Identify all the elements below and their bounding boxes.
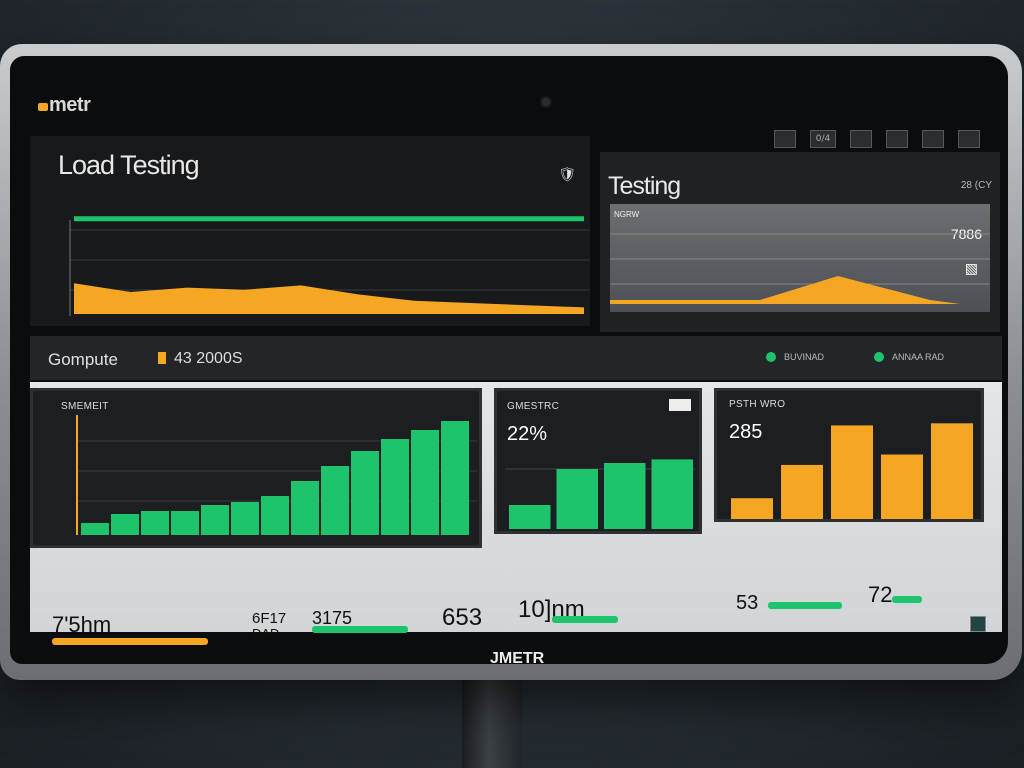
status-dot-icon [874, 352, 884, 362]
compute-bar: Gompute 43 2000S BUVINAD ANNAA RAD [30, 336, 1002, 380]
brand-logo: metr [38, 94, 91, 117]
toolbar-button-1[interactable] [774, 130, 796, 148]
card-right-chart [731, 423, 973, 519]
status-2-text: ANNAA RAD [892, 352, 945, 362]
status-1-text: BUVINAD [784, 352, 825, 362]
card-left: SMEMEIT [30, 388, 482, 548]
card-middle-title: GMESTRC [507, 401, 560, 412]
stat-5-bar [552, 616, 618, 623]
stat-7-bar [768, 602, 842, 609]
bar [441, 421, 469, 535]
bar [931, 423, 973, 519]
bar [351, 451, 379, 535]
card-right-title: PSTH WRO [729, 399, 786, 410]
stat-8-bar [892, 596, 922, 603]
bar [321, 466, 349, 535]
card-middle-value: 22% [507, 423, 548, 445]
bar [291, 481, 319, 535]
footer-brand: JMETR [490, 650, 545, 664]
bar [171, 511, 199, 535]
testing-area [610, 276, 960, 304]
card-middle: GMESTRC 22% [494, 388, 702, 534]
testing-corner-label: NGRW [614, 210, 640, 219]
shield-icon: 🛡 [558, 166, 576, 182]
card-middle-chart [505, 459, 695, 529]
compute-value-text: 43 2000S [174, 350, 243, 367]
stat-2-sub: DAD [252, 626, 280, 641]
bar [651, 459, 693, 529]
monitor: metr 0/4 Load Testing 🛡 Testing 28 (CY N… [0, 44, 1022, 680]
toolbar-button-4[interactable] [886, 130, 908, 148]
card-middle-badge[interactable] [669, 399, 691, 411]
bar [411, 430, 439, 535]
load-testing-panel: Load Testing 🛡 [30, 136, 590, 326]
testing-panel: Testing 28 (CY NGRW 7886 ▧ [600, 152, 1000, 332]
toolbar: 0/4 [774, 130, 980, 148]
toolbar-button-6[interactable] [958, 130, 980, 148]
status-2: ANNAA RAD [874, 352, 944, 362]
bar [604, 463, 646, 529]
stat-1-value: 7'5hm [52, 612, 112, 637]
bar [231, 502, 259, 535]
bar [141, 511, 169, 535]
testing-top-label: 28 (CY [960, 180, 992, 191]
bar [731, 498, 773, 519]
card-left-chart [76, 415, 477, 535]
brand-mark-icon [38, 103, 48, 111]
metrics-area: SMEMEIT GMESTRC 22% PSTH WRO 285 7'5hm 6… [30, 382, 1002, 645]
testing-chart-area: NGRW 7886 ▧ [610, 204, 990, 312]
camera [540, 96, 552, 108]
status-dot-icon [766, 352, 776, 362]
bar [509, 505, 551, 529]
toolbar-button-3[interactable] [850, 130, 872, 148]
stat-1-bar [52, 638, 208, 645]
stat-3-value: 3175 [312, 608, 353, 628]
toolbar-button-5[interactable] [922, 130, 944, 148]
load-testing-chart [69, 216, 590, 316]
testing-area-chart [610, 233, 990, 304]
bar [381, 439, 409, 535]
stat-4-value: 653 [442, 604, 483, 631]
bar [831, 425, 873, 519]
brand-name: metr [49, 94, 91, 116]
stat-2-value: 6F17 [252, 610, 287, 627]
testing-scale-label: ▧ [964, 260, 978, 276]
orange-series-area [74, 283, 584, 314]
load-testing-title: Load Testing [58, 150, 200, 180]
card-right-value: 285 [729, 421, 763, 443]
card-left-title: SMEMEIT [61, 401, 109, 412]
bar [81, 523, 109, 535]
bar [111, 514, 139, 535]
bar [556, 469, 598, 529]
card-right: PSTH WRO 285 [714, 388, 984, 522]
compute-indicator-icon [158, 352, 166, 364]
testing-title: Testing [608, 172, 681, 200]
stat-7-value: 53 [736, 592, 759, 614]
settings-corner-icon[interactable] [970, 616, 986, 632]
bar [201, 505, 229, 535]
stat-3-bar [312, 626, 408, 633]
bar [261, 496, 289, 535]
bar [881, 454, 923, 519]
screen: metr 0/4 Load Testing 🛡 Testing 28 (CY N… [10, 56, 1008, 664]
compute-label: Gompute [48, 350, 118, 369]
stat-8-value: 72 [868, 582, 893, 607]
status-1: BUVINAD [766, 352, 824, 362]
compute-value: 43 2000S [158, 350, 243, 368]
toolbar-button-2[interactable]: 0/4 [810, 130, 836, 148]
bar [781, 464, 823, 519]
